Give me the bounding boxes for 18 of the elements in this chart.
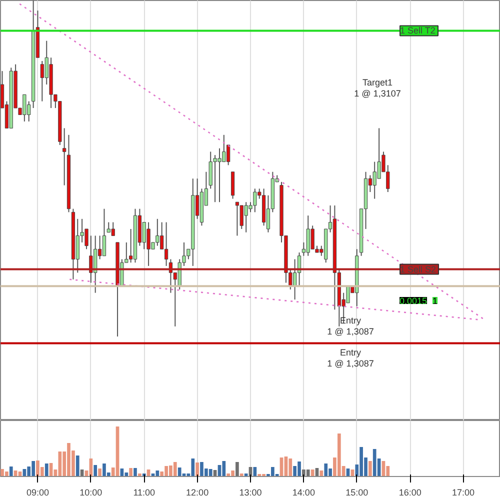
text: Entry [340, 348, 362, 358]
x-tick-label: 17:00 [452, 488, 475, 498]
ref-line-label: 1 Sell S2 [400, 264, 436, 274]
annotation: 1 @ 1,3107 [354, 88, 401, 98]
x-tick-label: 11:00 [133, 488, 156, 498]
x-tick-label: 13:00 [239, 488, 262, 498]
x-tick-label: 16:00 [398, 488, 422, 498]
x-tick-label: 09:00 [26, 488, 50, 498]
x-tick-label: 10:00 [80, 488, 102, 498]
annotation: 1 @ 1,3087 [327, 326, 374, 336]
annotation: 1 [432, 296, 438, 306]
text: 1 @ 1,3087 [327, 358, 374, 368]
x-tick-label: 14:00 [292, 488, 315, 498]
x-tick-label: 15:00 [346, 488, 368, 498]
annotation: 0.0015 [400, 296, 428, 306]
annotation: Target1 [362, 78, 393, 88]
ref-line-label: 1 Sell T2 [400, 26, 436, 36]
x-tick-label: 12:00 [186, 488, 209, 498]
